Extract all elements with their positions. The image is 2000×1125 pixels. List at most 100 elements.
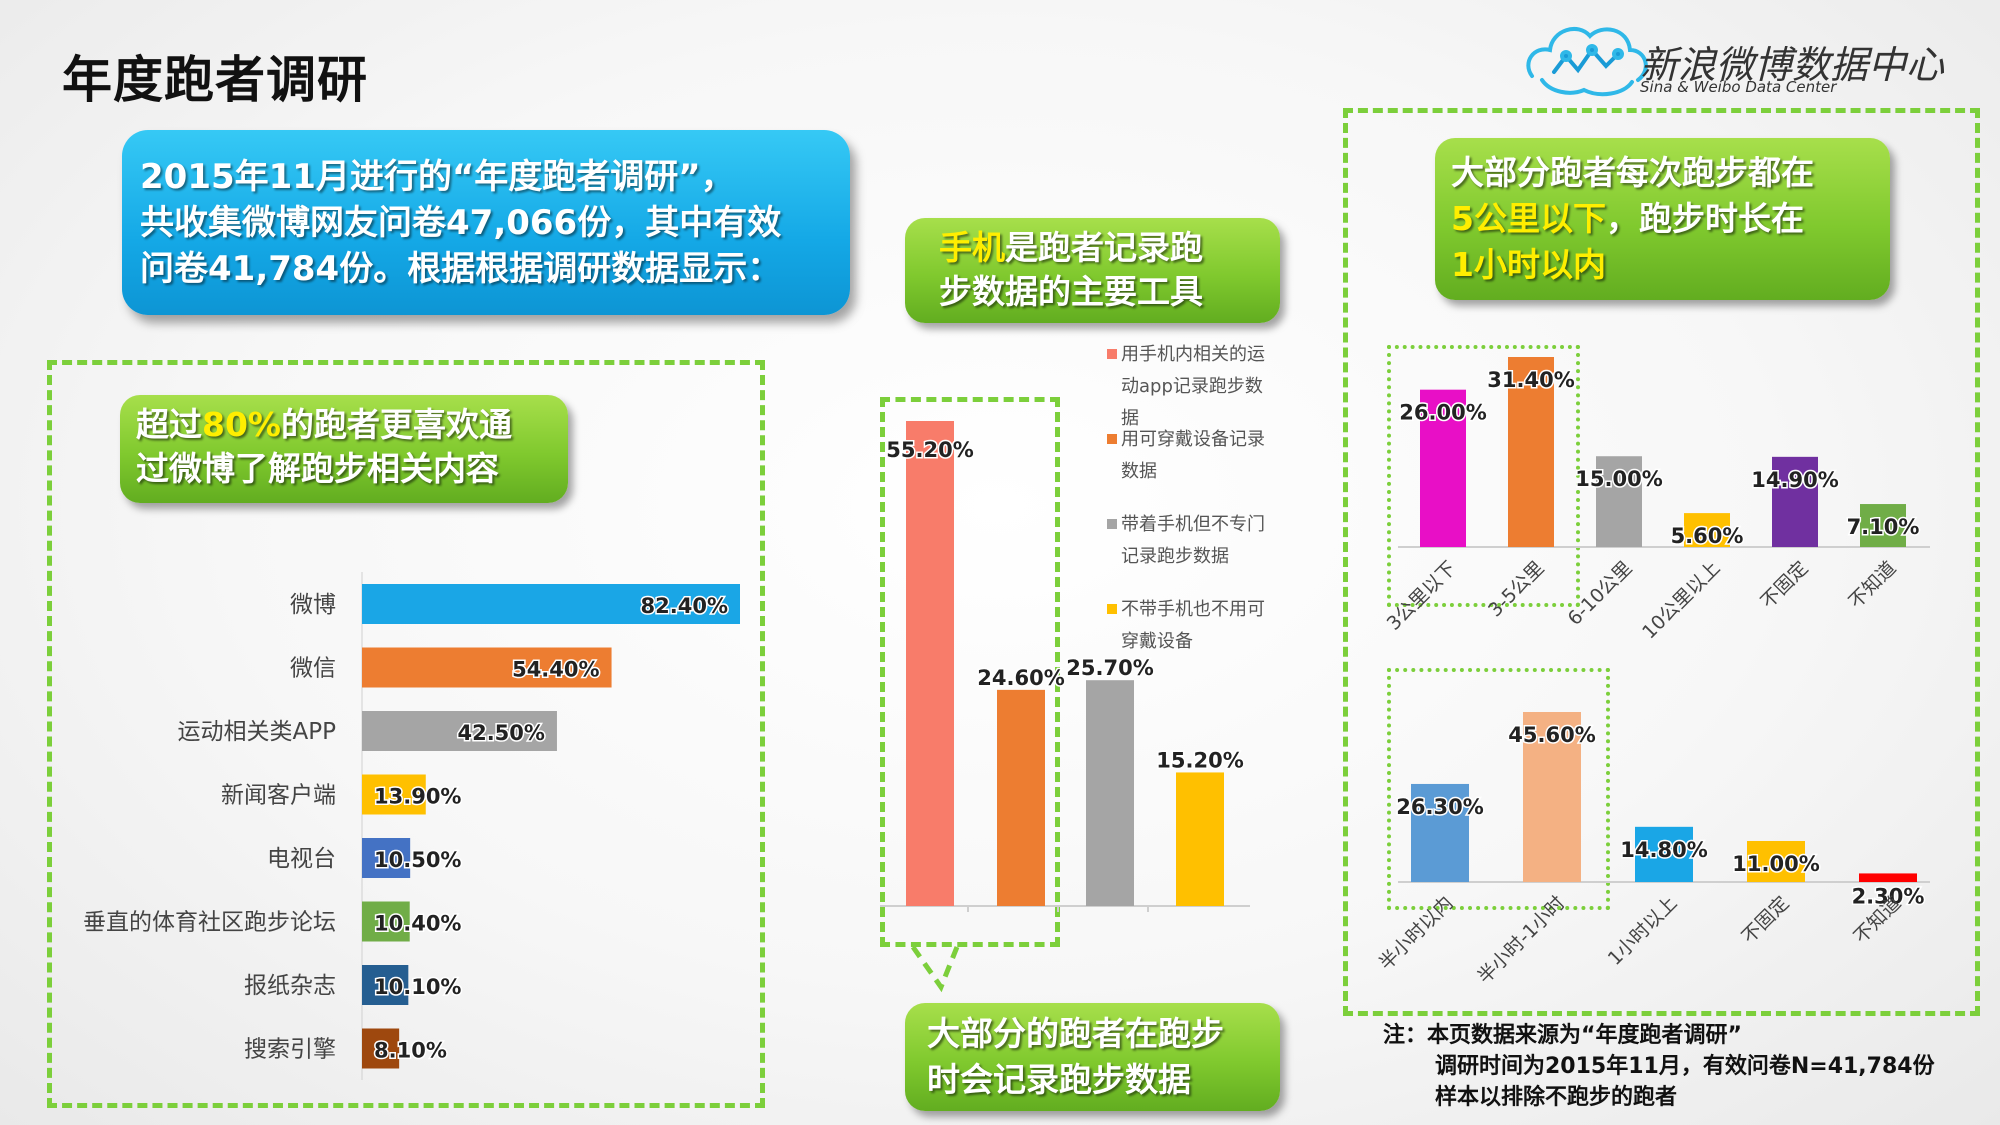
legend-label: 动app记录跑步数 [1121,376,1263,397]
channels-category-label: 微信 [290,656,336,682]
channels-value-label: 10.10% [374,975,461,999]
distance-value-label: 31.40% [1487,368,1574,392]
record-highlight-frame [880,397,1060,947]
duration-bar-chart: 26.30% 半小时以内 45.60% 半小时-1小时 14.80% 1小时以上 11.00… [1375,712,1930,988]
distance-category-label: 3公里以下 [1383,557,1461,635]
channels-value-label: 13.90% [374,785,461,809]
channels-category-label: 搜索引擎 [244,1037,336,1063]
phone-callout: 手机是跑者记录跑 步数据的主要工具 [905,218,1280,323]
intro-line-3: 问卷41,784份。根据根据调研数据显示： [140,249,782,289]
legend-label: 不带手机也不用可 [1121,599,1265,620]
channels-category-label: 报纸杂志 [244,973,336,999]
duration-category-label: 半小时-1小时 [1473,892,1569,988]
distance-category-label: 10公里以上 [1638,557,1724,643]
distance-bar [1860,504,1906,547]
phone-callout-highlight: 手机 [939,228,1005,267]
intro-line-1: 2015年11月进行的“年度跑者调研”， [140,157,735,197]
channels-bar [362,774,426,815]
channels-bar [362,901,410,942]
record-value-label: 24.60% [977,666,1064,690]
duration-highlight-frame [1387,668,1610,910]
record-callout-line-1: 大部分的跑者在跑步 [927,1014,1224,1053]
channels-value-label: 10.50% [374,848,461,872]
channels-category-label: 新闻客户端 [221,783,336,809]
channels-bar [362,647,612,688]
distance-value-label: 5.60% [1671,524,1744,548]
duration-bar [1635,826,1693,882]
weibo-callout-post: 的跑者更喜欢通 [281,405,512,444]
duration-category-label: 半小时以内 [1375,892,1458,975]
channels-bar [362,1028,400,1069]
distance-bar [1508,357,1554,547]
channels-value-label: 82.40% [641,594,728,618]
distance-bar [1684,513,1730,547]
source-note: 注：本页数据来源为“年度跑者调研” 调研时间为2015年11月，有效问卷N=41… [1383,1020,1935,1113]
distance-callout-highlight-2: 1小时以内 [1451,245,1606,284]
weibo-callout: 超过80%的跑者更喜欢通 过微博了解跑步相关内容 [120,395,568,503]
distance-bar-chart: 26.00% 3公里以下 31.40% 3-5公里 15.00% 6-10公里 5.60% 1… [1383,357,1930,643]
phone-callout-post: 是跑者记录跑 [1005,228,1203,267]
duration-category-label: 1小时以上 [1604,892,1682,970]
sina-weibo-logo [1526,26,1648,97]
distance-callout-line-1: 大部分跑者每次跑步都在 [1451,153,1814,192]
channels-bar [362,711,557,751]
record-callout-line-2: 时会记录跑步数据 [927,1060,1191,1099]
channels-category-label: 垂直的体育社区跑步论坛 [83,910,336,936]
record-bar [997,689,1045,906]
distance-category-label: 3-5公里 [1484,557,1548,621]
record-method-bar-chart: 55.20% 24.60% 25.70% 15.20% [880,421,1250,912]
channels-category-label: 电视台 [267,846,336,872]
record-callout: 大部分的跑者在跑步 时会记录跑步数据 [905,1003,1280,1111]
duration-bar [1747,840,1805,882]
legend-swatch [1107,604,1117,614]
distance-bar [1596,456,1642,547]
legend-label: 用可穿戴设备记录 [1121,429,1265,450]
source-note-line-2: 调研时间为2015年11月，有效问卷N=41,784份 [1435,1054,1935,1079]
record-bar [1086,680,1134,906]
duration-value-label: 2.30% [1852,884,1925,908]
legend-label: 数据 [1121,461,1157,482]
distance-callout: 大部分跑者每次跑步都在 5公里以下，跑步时长在 1小时以内 [1435,138,1890,300]
duration-bar [1859,873,1917,882]
record-value-label: 15.20% [1156,748,1243,772]
channels-value-label: 42.50% [457,721,544,745]
channels-category-label: 运动相关类APP [178,719,337,745]
weibo-callout-highlight: 80% [202,405,281,444]
distance-value-label: 7.10% [1847,515,1920,539]
channels-category-label: 微博 [290,592,336,618]
legend-label: 带着手机但不专门 [1121,514,1265,535]
distance-value-label: 14.90% [1751,468,1838,492]
channels-bar [362,838,411,878]
distance-category-label: 不知道 [1845,557,1901,613]
source-note-line-3: 样本以排除不跑步的跑者 [1435,1085,1678,1110]
source-note-line-1: 注：本页数据来源为“年度跑者调研” [1383,1023,1742,1048]
channels-bar-chart: 微博 82.40% 微信 54.40% 运动相关类APP 42.50% 新闻客户端 13.90… [83,572,740,1080]
weibo-callout-line-2: 过微博了解跑步相关内容 [136,449,499,488]
distance-panel-frame [1343,108,1980,1016]
distance-highlight-frame [1387,345,1580,607]
frame-pointer-tail [910,945,960,993]
duration-category-label: 不固定 [1738,892,1794,948]
record-bar [1176,772,1224,906]
record-value-label: 25.70% [1066,656,1153,680]
distance-bar [1772,456,1818,547]
intro-line-2: 共收集微博网友问卷47,066份，其中有效 [140,203,782,243]
distance-category-label: 6-10公里 [1564,557,1637,630]
legend-label: 穿戴设备 [1121,631,1193,652]
record-method-legend: 用手机内相关的运动app记录跑步数据用可穿戴设备记录数据带着手机但不专门记录跑步… [1107,344,1265,652]
distance-category-label: 不固定 [1757,557,1813,613]
channels-value-label: 10.40% [374,912,461,936]
duration-value-label: 11.00% [1732,852,1819,876]
legend-swatch [1107,434,1117,444]
duration-value-label: 45.60% [1508,723,1595,747]
intro-callout: 2015年11月进行的“年度跑者调研”， 共收集微博网友问卷47,066份，其中… [122,130,850,315]
distance-bar [1420,389,1466,547]
channels-value-label: 54.40% [512,658,599,682]
distance-value-label: 26.00% [1399,401,1486,425]
legend-swatch [1107,349,1117,359]
phone-callout-line-2: 步数据的主要工具 [939,272,1203,311]
distance-callout-mid: ，跑步时长在 [1605,199,1804,238]
legend-label: 用手机内相关的运 [1121,344,1265,365]
duration-bar [1411,783,1469,882]
channels-value-label: 8.10% [374,1039,447,1063]
